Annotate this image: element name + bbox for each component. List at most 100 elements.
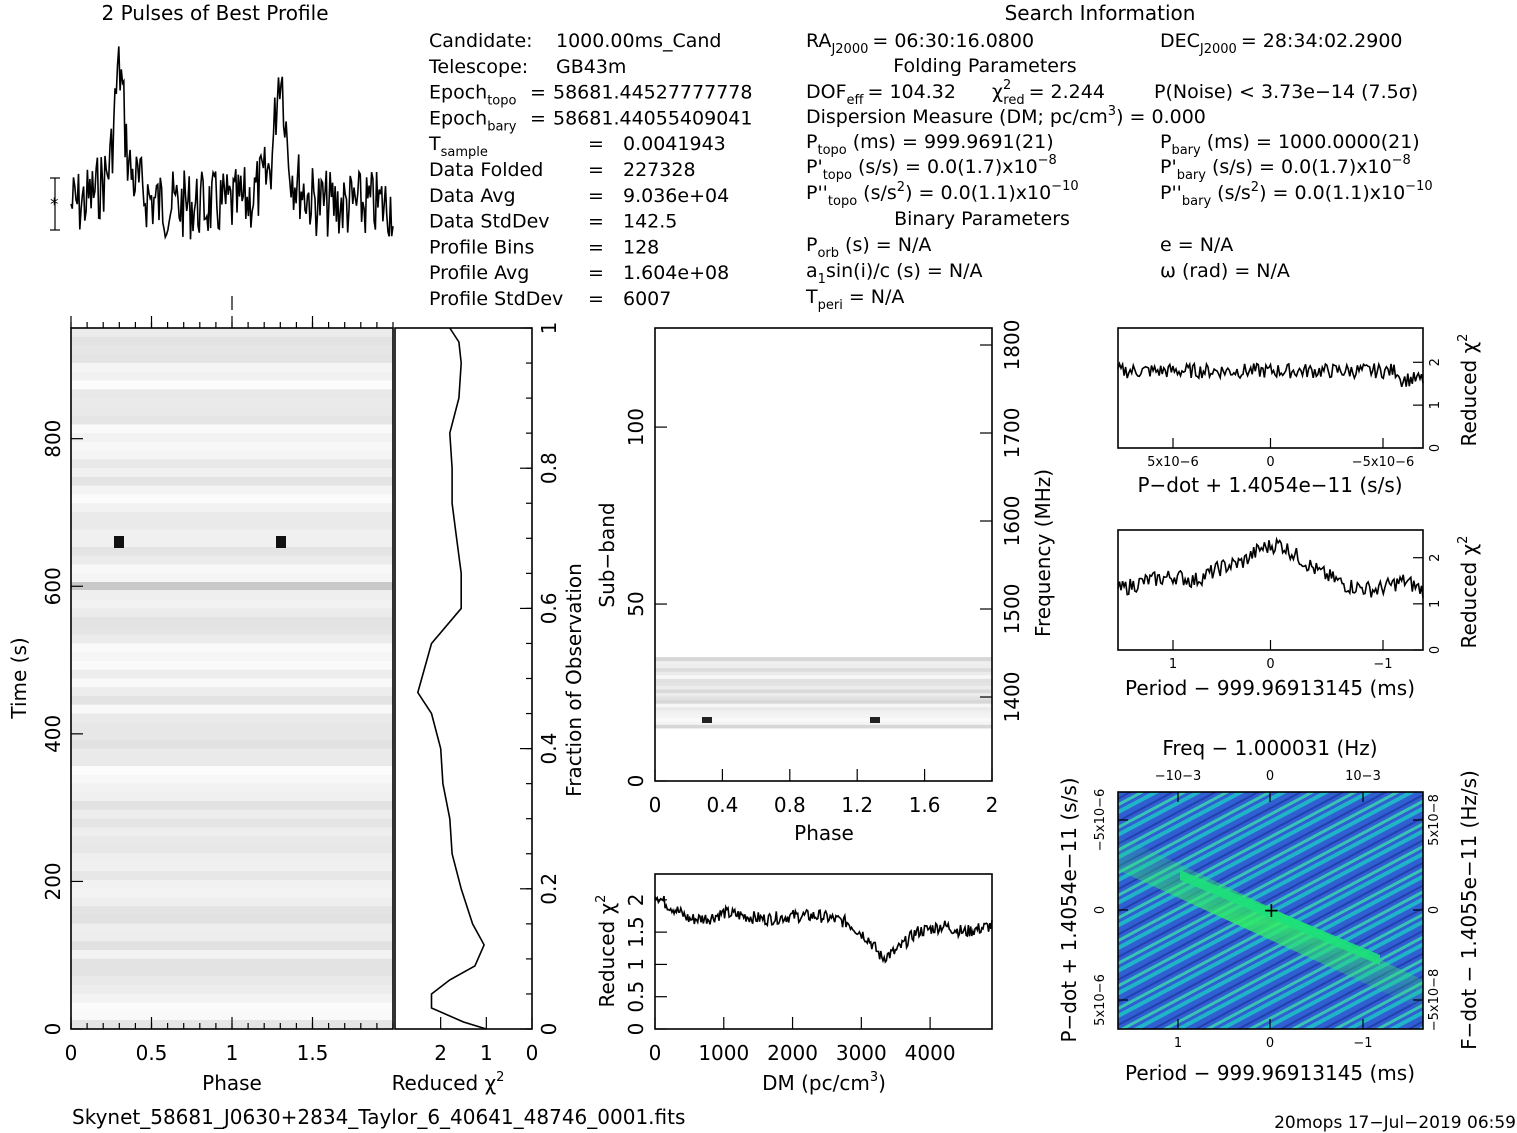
pddtopo-label: P''topo (s/s2) = 0.0(1.1)x10−10 [806, 179, 1079, 209]
tp-row [71, 617, 393, 627]
tp-row [71, 704, 393, 714]
subband-spot-2 [870, 717, 880, 723]
footer-timestamp: 20mops 17−Jul−2019 06:59 [1274, 1113, 1516, 1133]
info-row-value: 128 [623, 236, 659, 258]
tp-row [71, 739, 393, 749]
pulse-spot-1 [114, 536, 124, 548]
cm-ytick-label: 0 [1093, 906, 1108, 914]
info-row-value: 1000.00ms_Cand [556, 30, 722, 52]
info-row-value: 0.0041943 [623, 133, 726, 155]
info-row-eq: = [588, 236, 604, 258]
tp-row [71, 660, 393, 670]
sb-xtick-label: 0 [649, 793, 662, 817]
tperi-label: Tperi = N/A [805, 286, 904, 313]
chi2-fraction-trace [416, 327, 487, 1030]
ra-label: RAJ2000 = 06:30:16.0800 [806, 30, 1034, 57]
info-row-key: Profile StdDev [429, 288, 563, 310]
sb-row [655, 685, 992, 690]
dm-label: Dispersion Measure (DM; pc/cm3) = 0.000 [806, 104, 1206, 128]
tp-row [71, 932, 393, 942]
tp-row [71, 1002, 393, 1012]
dm-ytick-label: 0.5 [624, 981, 648, 1013]
rc-ytick-label: 0.2 [537, 873, 561, 905]
info-row-value: 142.5 [623, 211, 677, 233]
small-xtick-label: 5x10−6 [1147, 455, 1199, 470]
tp-row [71, 801, 393, 810]
info-row-value: 6007 [623, 288, 671, 310]
a1-label: a1sin(i)/c (s) = N/A [806, 260, 982, 287]
tp-ytick-label: 0 [41, 1023, 65, 1036]
sb-row [655, 724, 992, 729]
tp-row [71, 652, 393, 662]
info-row-value: 227328 [623, 159, 696, 181]
small-xtick-label: −1 [1373, 657, 1392, 672]
dm-xtick-label: 3000 [836, 1041, 887, 1065]
profile-trace [70, 46, 394, 240]
bright-band [71, 582, 393, 590]
tp-row [71, 433, 393, 443]
tp-row [71, 529, 393, 539]
chi2-fraction-frame [394, 327, 533, 1030]
pp-xlabel: Period − 999.96913145 (ms) [1125, 676, 1415, 700]
small-ytick-label: 0 [1428, 646, 1443, 654]
tp-row [71, 757, 393, 767]
sb-xtick-label: 0.4 [706, 793, 738, 817]
pnoise-label: P(Noise) < 3.73e−14 (7.5σ) [1154, 81, 1418, 103]
subband-ticks: 0 0.4 0.8 1.2 1.6 2 0 50 100 1400 1500 1600 1700 1800 [624, 320, 1024, 817]
tp-ytick-label: 400 [41, 715, 65, 753]
cm-xtick-label: 0 [1266, 1036, 1274, 1051]
dm-xtick-label: 1000 [698, 1041, 749, 1065]
info-row-eq: = [588, 159, 604, 181]
cm-toplabel: Freq − 1.000031 (Hz) [1162, 736, 1377, 760]
info-row-eq: = [530, 82, 546, 104]
tp-row [71, 1011, 393, 1021]
cm-xlabel: Period − 999.96913145 (ms) [1125, 1061, 1415, 1085]
info-row-key: Data Avg [429, 185, 516, 207]
chi2-dm-frame [654, 873, 993, 1030]
cm-rtick-label: −5x10−8 [1427, 969, 1442, 1032]
dm-ytick-label: 1 [624, 958, 648, 971]
sb-freq-label: 1400 [1000, 672, 1024, 723]
info-row-eq: = [588, 262, 604, 284]
dec-label: DECJ2000 = 28:34:02.2900 [1160, 30, 1403, 57]
sb-freq-label: 1600 [1000, 496, 1024, 547]
sb-row [655, 678, 992, 683]
sb-row [655, 681, 992, 686]
chi2-fraction-plot: 2 1 0 0 0.2 0.4 0.6 0.8 1 Reduced χ2 Fraction of… [392, 322, 586, 1095]
info-row-key: Epochbary [429, 107, 517, 134]
sb-xlabel: Phase [794, 821, 854, 845]
sb-row [655, 710, 992, 715]
tp-row [71, 906, 393, 916]
tp-row [71, 336, 393, 346]
dm-xtick-label: 4000 [905, 1041, 956, 1065]
pp-ylabel: Reduced χ2 [1456, 536, 1481, 649]
info-row-eq: = [588, 185, 604, 207]
tp-row [71, 328, 393, 337]
rc-ytick-label: 0.8 [537, 452, 561, 484]
sb-row [655, 706, 992, 711]
tp-row [71, 441, 393, 451]
tp-row [71, 476, 393, 486]
sb-xtick-label: 1.2 [841, 793, 873, 817]
tp-row [71, 783, 393, 793]
dm-ytick-label: 2 [624, 893, 648, 906]
tp-row [71, 792, 393, 802]
info-row-eq: = [588, 288, 604, 310]
sb-row [655, 674, 992, 679]
tp-row [71, 967, 393, 977]
sb-row [655, 720, 992, 725]
sb-ytick-label: 0 [624, 775, 648, 788]
sb-xtick-label: 0.8 [774, 793, 806, 817]
tp-row [71, 573, 393, 583]
tp-row [71, 380, 393, 390]
chi2-period-trace [1117, 536, 1424, 598]
info-row-key: Epochtopo [429, 82, 516, 109]
pulse-spot-2 [276, 536, 286, 548]
tp-row [71, 424, 393, 434]
tp-row [71, 503, 393, 513]
tp-xtick-label: 0 [65, 1041, 78, 1065]
search-title: Search Information [1005, 1, 1196, 25]
tp-row [71, 950, 393, 959]
subband-spot-1 [702, 717, 712, 723]
dm-ytick-label: 1.5 [624, 916, 648, 948]
